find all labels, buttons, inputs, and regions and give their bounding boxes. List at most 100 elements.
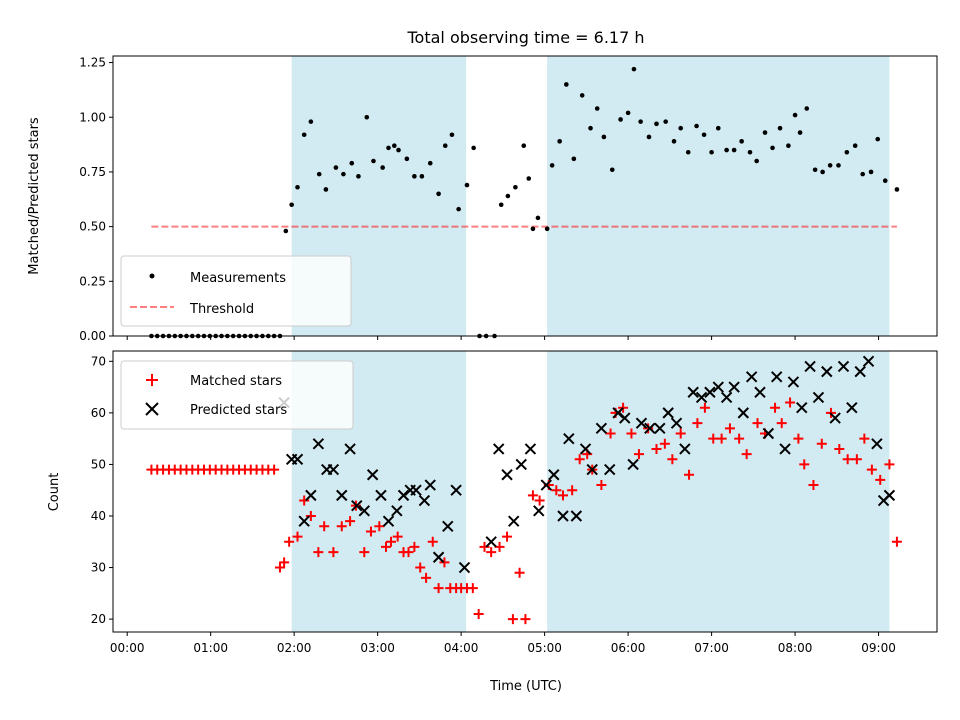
predicted-star-point xyxy=(712,381,724,393)
measurement-point xyxy=(625,110,631,116)
predicted-star-point xyxy=(358,505,370,517)
top-shaded-intervals xyxy=(291,56,890,336)
measurement-point xyxy=(404,156,410,162)
predicted-stars-points xyxy=(278,355,896,574)
matched-star-point xyxy=(274,562,285,573)
predicted-star-point xyxy=(762,427,775,440)
matched-star-point xyxy=(486,547,497,558)
measurement-point xyxy=(521,143,527,148)
measurement-point xyxy=(797,130,803,135)
predicted-star-point xyxy=(450,484,462,496)
predicted-star-point xyxy=(787,376,800,388)
matched-star-point xyxy=(708,433,719,444)
measurement-point xyxy=(544,226,550,232)
predicted-star-point xyxy=(745,371,758,383)
measurement-point xyxy=(456,206,461,212)
matched-star-point xyxy=(891,536,902,547)
y-tick-label: 70 xyxy=(91,354,106,368)
measurement-point xyxy=(588,125,593,131)
predicted-star-point xyxy=(687,386,699,398)
matched-star-point xyxy=(596,480,607,491)
predicted-star-point xyxy=(515,458,527,471)
matched-star-point xyxy=(433,583,444,594)
measurement-point xyxy=(777,125,783,131)
matched-star-point xyxy=(467,583,478,594)
predicted-star-point xyxy=(570,510,583,522)
matched-star-point xyxy=(799,459,810,470)
measurement-point xyxy=(364,114,370,120)
matched-star-point xyxy=(534,495,545,506)
measurement-point xyxy=(739,139,744,144)
measurement-point xyxy=(526,176,532,181)
predicted-star-point xyxy=(679,443,691,455)
predicted-star-point xyxy=(644,422,656,435)
measurement-point xyxy=(412,174,417,179)
bottom-y-ticks: 20 30 40 50 60 70 xyxy=(91,354,113,626)
matched-star-point xyxy=(851,454,862,465)
matched-star-point xyxy=(305,510,316,521)
matched-star-point xyxy=(269,464,280,475)
predicted-star-point xyxy=(728,381,740,393)
matched-star-point xyxy=(374,521,385,532)
measurement-point xyxy=(341,171,346,177)
predicted-star-point xyxy=(862,355,875,368)
matched-star-point xyxy=(328,547,339,558)
top-panel: 0.00 0.25 0.50 0.75 1.00 1.25 Matched/Predict… xyxy=(27,55,938,343)
y-tick-label: 0.00 xyxy=(79,329,106,343)
top-legend-box xyxy=(120,255,352,327)
x-tick-label: 02:00 xyxy=(277,641,312,655)
matched-star-point xyxy=(557,490,568,501)
x-tick-label: 03:00 xyxy=(360,641,395,655)
measurement-point xyxy=(792,112,798,118)
measurement-point xyxy=(770,145,775,151)
matched-star-point xyxy=(626,428,637,439)
predicted-star-point xyxy=(695,391,708,404)
matched-star-point xyxy=(299,495,310,506)
legend-measurements-marker xyxy=(149,273,155,279)
x-tick-label: 05:00 xyxy=(527,641,562,655)
measurement-point xyxy=(471,145,476,151)
measurement-point xyxy=(316,171,322,177)
measurement-point xyxy=(380,165,385,170)
predicted-star-point xyxy=(458,561,471,574)
measurement-point xyxy=(594,106,600,111)
measurement-point xyxy=(638,119,643,124)
measurement-point xyxy=(701,132,707,138)
measurement-point xyxy=(754,158,759,164)
matched-star-point xyxy=(514,567,525,578)
matched-star-point xyxy=(427,536,438,547)
measurement-point xyxy=(631,66,637,72)
measurement-point xyxy=(875,136,881,142)
bottom-shaded-intervals xyxy=(291,351,890,632)
matched-star-point xyxy=(605,428,616,439)
measurement-point xyxy=(820,169,825,175)
predicted-star-point xyxy=(524,443,537,455)
measurement-point xyxy=(812,167,818,173)
measurement-point xyxy=(323,187,329,192)
matched-star-point xyxy=(439,557,450,568)
predicted-star-point xyxy=(540,479,552,491)
measurement-point xyxy=(530,226,536,232)
measurement-point xyxy=(295,184,300,190)
measurement-point xyxy=(464,182,470,188)
bottom-panel: 20 30 40 50 60 70 00:00 01:00 02:00 03:00 04:00 05… xyxy=(47,350,938,694)
measurement-point xyxy=(663,119,668,124)
matched-star-point xyxy=(842,454,853,465)
legend-measurements-label: Measurements xyxy=(190,271,286,286)
y-tick-label: 1.00 xyxy=(79,110,106,124)
measurement-point xyxy=(498,202,504,208)
predicted-star-point xyxy=(821,365,833,378)
measurement-point xyxy=(844,149,850,155)
measurement-point xyxy=(804,106,810,111)
measurement-point xyxy=(442,143,448,148)
legend-threshold-label: Threshold xyxy=(189,302,254,317)
predicted-star-point xyxy=(351,499,363,512)
matched-star-point xyxy=(816,438,827,449)
matched-star-point xyxy=(643,423,654,434)
y-tick-label: 1.25 xyxy=(79,56,106,70)
predicted-star-point xyxy=(586,463,598,476)
legend-matched-label: Matched stars xyxy=(190,374,282,389)
measurement-point xyxy=(646,134,652,140)
matched-star-point xyxy=(551,485,562,496)
chart-title: Total observing time = 6.17 h xyxy=(406,28,644,47)
